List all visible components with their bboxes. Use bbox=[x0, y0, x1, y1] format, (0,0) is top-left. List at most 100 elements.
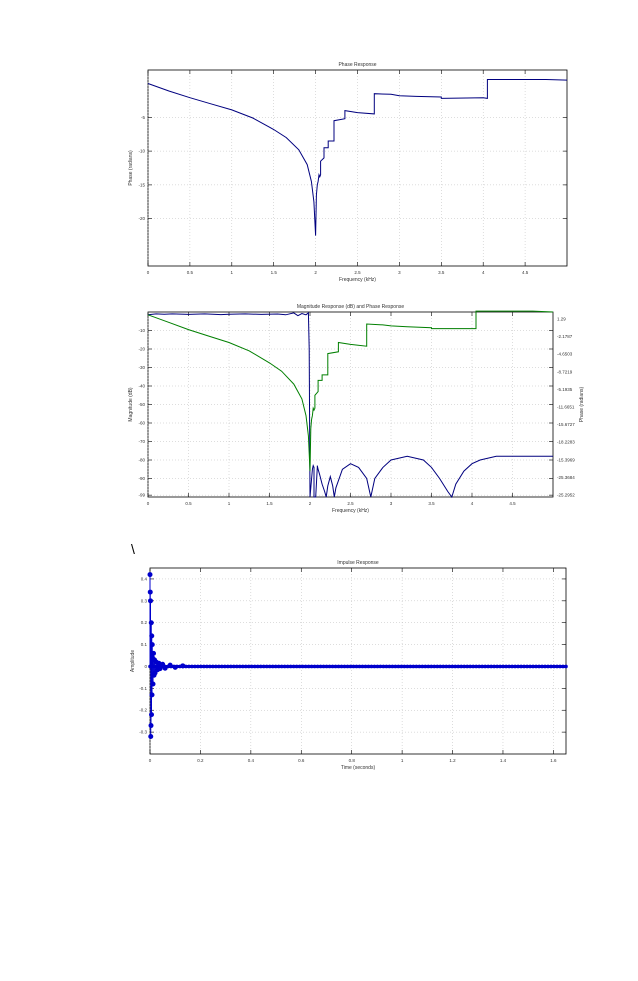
chart-2 bbox=[147, 567, 568, 755]
baseline-marker bbox=[240, 664, 245, 669]
baseline-marker bbox=[342, 664, 347, 669]
chart-0 bbox=[147, 69, 568, 267]
baseline-marker bbox=[540, 664, 544, 669]
y-tick-label: -30 bbox=[138, 365, 145, 370]
baseline-marker bbox=[252, 664, 257, 669]
baseline-marker bbox=[297, 664, 302, 669]
baseline-marker bbox=[294, 664, 299, 669]
y-right-tick-label: 1.29 bbox=[557, 317, 566, 322]
baseline-marker bbox=[327, 664, 332, 669]
y-axis-label: Amplitude bbox=[130, 650, 136, 672]
y-tick-label: 0.2 bbox=[141, 620, 148, 625]
baseline-marker bbox=[312, 664, 317, 669]
baseline-marker bbox=[172, 664, 176, 669]
baseline-marker bbox=[402, 664, 407, 669]
baseline-marker bbox=[489, 664, 493, 669]
y-tick-label: 0.4 bbox=[141, 576, 148, 581]
baseline-marker bbox=[288, 664, 293, 669]
y-right-tick-label: -11.6651 bbox=[557, 405, 575, 410]
baseline-marker bbox=[507, 664, 511, 669]
baseline-marker bbox=[555, 664, 559, 669]
baseline-marker bbox=[226, 664, 230, 669]
baseline-marker bbox=[279, 664, 284, 669]
baseline-marker bbox=[181, 664, 185, 669]
baseline-marker bbox=[199, 664, 203, 669]
x-tick-label: 2 bbox=[309, 501, 312, 506]
baseline-marker bbox=[411, 664, 416, 669]
stem-marker bbox=[148, 733, 154, 739]
baseline-marker bbox=[303, 664, 308, 669]
x-tick-label: 0.5 bbox=[187, 270, 194, 275]
baseline-marker bbox=[336, 664, 341, 669]
x-tick-label: 0.5 bbox=[185, 501, 192, 506]
y-tick-label: -5 bbox=[141, 115, 145, 120]
y-tick-label: -0.1 bbox=[139, 686, 147, 691]
stem-marker bbox=[149, 692, 155, 698]
baseline-marker bbox=[157, 664, 161, 669]
baseline-marker bbox=[231, 664, 236, 669]
baseline-marker bbox=[300, 664, 305, 669]
baseline-marker bbox=[267, 664, 272, 669]
y-tick-label: -50 bbox=[138, 402, 145, 407]
x-tick-label: 1 bbox=[228, 501, 231, 506]
baseline-marker bbox=[270, 664, 275, 669]
baseline-marker bbox=[208, 664, 212, 669]
baseline-marker bbox=[163, 664, 167, 669]
chart-title: Phase Response bbox=[338, 62, 376, 68]
series-line-0 bbox=[147, 79, 568, 236]
baseline-marker bbox=[426, 664, 431, 669]
x-tick-label: 0 bbox=[147, 501, 150, 506]
baseline-marker bbox=[441, 664, 446, 669]
baseline-marker bbox=[552, 664, 556, 669]
x-tick-label: 1.4 bbox=[500, 758, 507, 763]
x-tick-label: 3 bbox=[390, 501, 393, 506]
baseline-marker bbox=[393, 664, 398, 669]
y-right-tick-label: -15.6727 bbox=[557, 422, 575, 427]
y-right-tick-label: -4.6503 bbox=[557, 352, 573, 357]
baseline-marker bbox=[237, 664, 242, 669]
baseline-marker bbox=[354, 664, 359, 669]
baseline-marker bbox=[381, 664, 386, 669]
y-right-tick-label: -18.2283 bbox=[557, 440, 575, 445]
x-tick-label: 0.4 bbox=[248, 758, 255, 763]
y-tick-label: -90 bbox=[138, 476, 145, 481]
baseline-marker bbox=[435, 664, 440, 669]
baseline-marker bbox=[357, 664, 362, 669]
x-tick-label: 4.5 bbox=[509, 501, 516, 506]
baseline-marker bbox=[282, 664, 287, 669]
x-tick-label: 2.5 bbox=[347, 501, 354, 506]
baseline-marker bbox=[501, 664, 505, 669]
x-tick-label: 3.5 bbox=[438, 270, 445, 275]
baseline-marker bbox=[234, 664, 239, 669]
stray-backslash: \ bbox=[131, 541, 135, 557]
baseline-marker bbox=[339, 664, 344, 669]
baseline-marker bbox=[384, 664, 389, 669]
baseline-marker bbox=[375, 664, 380, 669]
stem-marker bbox=[147, 589, 153, 595]
baseline-marker bbox=[175, 664, 179, 669]
y-right-tick-label: -25.3684 bbox=[557, 475, 575, 480]
baseline-marker bbox=[525, 664, 529, 669]
y-tick-label: -60 bbox=[138, 421, 145, 426]
baseline-marker bbox=[318, 664, 323, 669]
baseline-marker bbox=[193, 664, 197, 669]
plot-area bbox=[149, 567, 567, 755]
baseline-marker bbox=[202, 664, 206, 669]
baseline-marker bbox=[205, 664, 209, 669]
baseline-marker bbox=[360, 664, 365, 669]
baseline-marker bbox=[438, 664, 443, 669]
x-tick-label: 1 bbox=[401, 758, 404, 763]
x-tick-label: 4 bbox=[471, 501, 474, 506]
baseline-marker bbox=[513, 664, 517, 669]
baseline-marker bbox=[184, 664, 188, 669]
baseline-marker bbox=[261, 664, 266, 669]
baseline-marker bbox=[276, 664, 281, 669]
baseline-marker bbox=[285, 664, 290, 669]
y-right-tick-label: -2.1787 bbox=[557, 334, 573, 339]
y-right-axis-label: Phase (radians) bbox=[579, 387, 585, 423]
baseline-marker bbox=[333, 664, 338, 669]
baseline-marker bbox=[546, 664, 550, 669]
x-tick-label: 0 bbox=[149, 758, 152, 763]
baseline-marker bbox=[330, 664, 335, 669]
baseline-marker bbox=[480, 664, 485, 669]
